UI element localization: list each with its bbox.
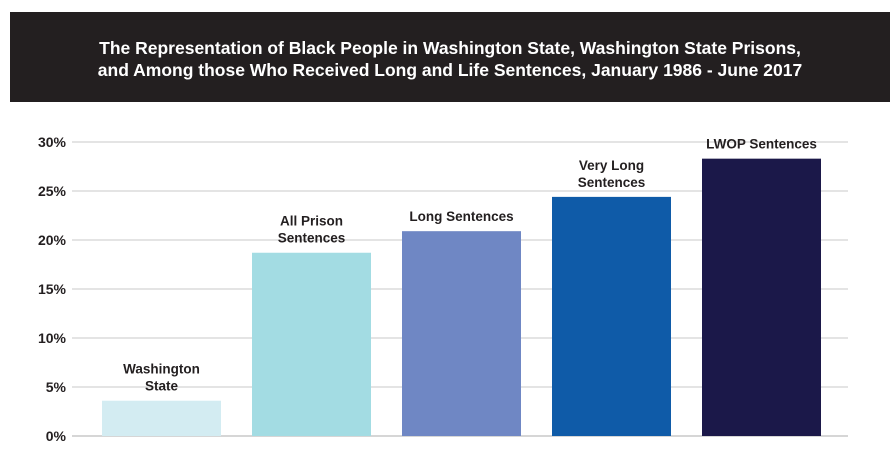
y-tick-label: 30% <box>38 134 67 150</box>
y-axis-ticks: 0% 5% 10% 15% 20% 25% 30% <box>38 134 67 444</box>
bar-all-prison-sentences <box>252 252 371 436</box>
y-tick-label: 5% <box>46 379 67 395</box>
y-tick-label: 20% <box>38 232 67 248</box>
bar-lwop-sentences <box>702 158 821 436</box>
bar-long-sentences <box>402 231 521 436</box>
y-tick-label: 0% <box>46 428 67 444</box>
bar-labels: Washington State All Prison Sentences Long S… <box>123 137 817 394</box>
category-label: All Prison Sentences <box>278 214 346 246</box>
y-tick-label: 15% <box>38 281 67 297</box>
bars <box>102 158 821 436</box>
chart-title-bar: The Representation of Black People in Wa… <box>10 12 890 102</box>
category-label: Very Long Sentences <box>578 158 646 190</box>
category-label: Long Sentences <box>409 209 513 224</box>
y-tick-label: 25% <box>38 183 67 199</box>
category-label: Washington State <box>123 362 200 394</box>
chart-title: The Representation of Black People in Wa… <box>97 38 803 80</box>
y-tick-label: 10% <box>38 330 67 346</box>
bar-very-long-sentences <box>552 196 671 436</box>
category-label: LWOP Sentences <box>706 137 817 152</box>
bar-washington-state <box>102 400 221 436</box>
